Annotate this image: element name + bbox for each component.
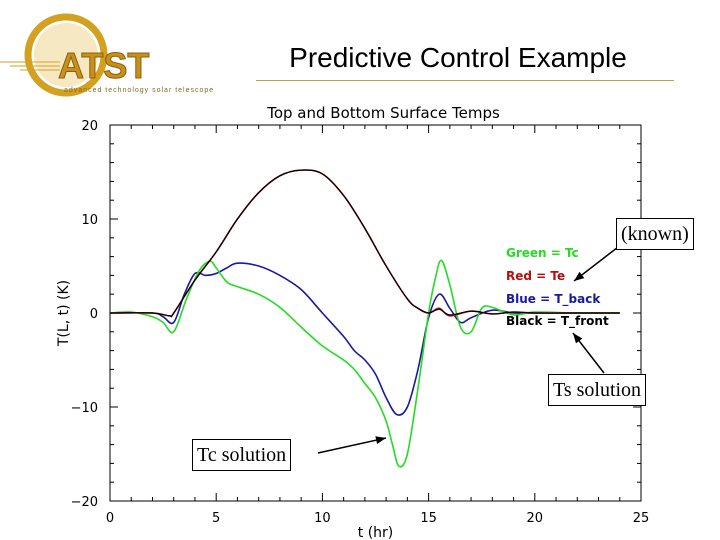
x-tick-label: 0: [106, 511, 114, 526]
series-line-3: [109, 169, 620, 318]
logo-disk: [34, 23, 98, 87]
series-line-2: [109, 262, 620, 416]
x-axis-label: t (hr): [358, 525, 394, 540]
series-line-0: [109, 259, 620, 468]
legend-entry: Red = Te: [506, 269, 565, 283]
arrow-tc-head: [375, 436, 386, 445]
y-tick-label: −20: [71, 495, 98, 510]
x-tick-label: 5: [212, 511, 220, 526]
legend-entry: Green = Tc: [506, 246, 579, 260]
y-tick-label: 20: [81, 119, 98, 134]
logo-text: ATST: [58, 45, 149, 86]
atst-logo: ATST advanced technology solar telescope: [0, 13, 214, 97]
legend-entry: Blue = T_back: [506, 292, 601, 307]
y-tick-label: −10: [71, 401, 98, 416]
x-tick-label: 20: [527, 511, 544, 526]
y-axis-label: T(L, t) (K): [56, 280, 72, 347]
logo-ring: [24, 13, 108, 97]
callout-known: (known): [616, 218, 694, 250]
logo-tagline: advanced technology solar telescope: [64, 87, 214, 94]
x-tick-label: 10: [314, 511, 331, 526]
arrow-ts-head: [573, 333, 583, 344]
slide-title: Predictive Control Example: [289, 42, 627, 73]
title-underline: [256, 80, 674, 81]
callout-tc-solution: Tc solution: [192, 439, 292, 471]
x-tick-label: 25: [633, 511, 650, 526]
y-tick-label: 0: [90, 307, 98, 322]
legend-entry: Black = T_front: [506, 314, 609, 329]
y-tick-label: 10: [81, 213, 98, 228]
callout-ts-solution: Ts solution: [548, 374, 647, 406]
arrow-known-head: [574, 271, 585, 281]
arrow-tc: [317, 437, 387, 454]
chart-title: Top and Bottom Surface Temps: [266, 104, 500, 122]
arrow-known: [573, 243, 623, 282]
x-tick-label: 15: [420, 511, 437, 526]
